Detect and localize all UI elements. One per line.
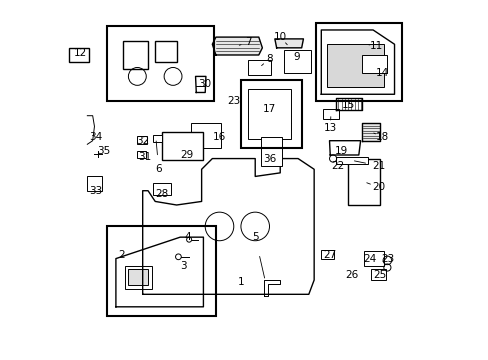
Polygon shape (335, 98, 362, 111)
Bar (335, 157, 367, 164)
Text: 7: 7 (244, 37, 251, 48)
Bar (370, 269, 385, 280)
Bar (321, 249, 333, 258)
Polygon shape (274, 39, 303, 48)
Text: 6: 6 (155, 164, 162, 174)
Bar (260, 137, 282, 166)
Bar (123, 41, 148, 69)
Polygon shape (142, 158, 313, 294)
Text: 19: 19 (334, 147, 347, 157)
Bar (283, 50, 310, 73)
Text: 13: 13 (323, 123, 336, 133)
Bar (69, 48, 89, 62)
Text: 29: 29 (181, 150, 194, 160)
Text: 5: 5 (251, 232, 258, 242)
Text: 31: 31 (138, 152, 151, 162)
Bar (137, 136, 147, 144)
Text: 8: 8 (265, 54, 272, 64)
Text: 24: 24 (362, 253, 375, 264)
Bar (315, 23, 401, 102)
Bar (124, 266, 151, 289)
Text: 30: 30 (198, 78, 211, 89)
Text: 4: 4 (183, 232, 190, 242)
Text: 33: 33 (89, 186, 102, 196)
Polygon shape (362, 123, 380, 141)
Bar (247, 89, 290, 139)
Text: 16: 16 (212, 132, 225, 142)
Bar (107, 226, 216, 316)
Text: 32: 32 (136, 136, 149, 146)
Bar (247, 60, 271, 75)
Text: 15: 15 (341, 100, 354, 110)
Text: 2: 2 (118, 250, 124, 260)
Text: 11: 11 (369, 41, 383, 51)
Bar (87, 176, 102, 191)
Bar (323, 109, 339, 119)
Text: 23: 23 (227, 96, 240, 107)
Bar (362, 55, 386, 73)
Bar (128, 269, 148, 285)
Text: 25: 25 (373, 270, 386, 280)
Bar (364, 251, 383, 266)
Polygon shape (321, 30, 394, 94)
Text: 35: 35 (97, 147, 110, 157)
Text: 21: 21 (371, 161, 384, 171)
Polygon shape (212, 37, 262, 55)
Polygon shape (195, 76, 205, 93)
Text: 36: 36 (263, 154, 276, 163)
Text: 14: 14 (375, 68, 388, 78)
Text: 17: 17 (263, 104, 276, 113)
Bar (107, 26, 214, 102)
Bar (347, 158, 380, 205)
Text: 10: 10 (273, 32, 286, 42)
Bar (326, 44, 383, 87)
Text: 23: 23 (380, 253, 393, 264)
Polygon shape (264, 280, 280, 296)
Bar (137, 151, 146, 158)
Bar (190, 123, 221, 148)
Text: 20: 20 (371, 182, 384, 192)
Bar (155, 41, 176, 62)
Text: 3: 3 (180, 261, 187, 271)
Bar (162, 132, 203, 160)
Text: 22: 22 (330, 161, 343, 171)
Polygon shape (329, 141, 360, 155)
Text: 34: 34 (89, 132, 102, 142)
Bar (241, 80, 301, 148)
Bar (153, 135, 162, 142)
Text: 28: 28 (155, 189, 169, 199)
Text: 1: 1 (237, 277, 244, 287)
Polygon shape (116, 237, 203, 307)
Text: 18: 18 (375, 132, 388, 142)
Text: 26: 26 (345, 270, 358, 280)
Text: 9: 9 (292, 52, 299, 62)
Bar (153, 183, 171, 195)
Text: 12: 12 (73, 48, 87, 58)
Text: 27: 27 (323, 250, 336, 260)
